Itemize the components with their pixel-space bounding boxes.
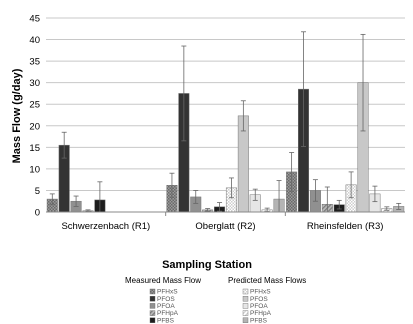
x-tick-labels: Schwerzenbach (R1) Oberglatt (R2) Rheinsfe…: [61, 212, 383, 232]
legend-swatch-predicted-pfhxs: [242, 288, 249, 295]
legend-swatch-predicted-pfoa: [242, 303, 249, 309]
y-tick-label: 45: [29, 14, 40, 25]
x-tick-label: Rheinsfelden (R3): [307, 221, 384, 232]
gridlines: [46, 17, 405, 191]
legend-swatch-measured-pfoa: [149, 303, 156, 309]
legend-swatch-measured-pfhpa: [149, 310, 156, 316]
legend-label-predicted-pfhxs: PFHxS: [250, 289, 271, 296]
legend-label-predicted-pfoa: PFOA: [250, 303, 268, 310]
y-tick-label: 35: [29, 57, 40, 68]
legend-swatch-measured-pfos: [149, 296, 156, 302]
y-tick-label: 15: [29, 143, 40, 154]
y-tick-label: 10: [29, 164, 40, 175]
legend-swatch-predicted-pfbs: [242, 317, 249, 323]
y-tick-label: 20: [29, 121, 40, 132]
y-tick-label: 30: [29, 78, 40, 89]
legend-label-measured-pfos: PFOS: [157, 296, 175, 303]
y-axis-title: Mass Flow (g/day): [11, 68, 23, 163]
legend-swatch-predicted-pfos: [242, 296, 249, 302]
legend-predicted-title: Predicted Mass Flows: [228, 276, 306, 285]
y-tick-labels: 0 5 10 15 20 25 30 35 40 45: [29, 14, 40, 219]
legend-measured-title: Measured Mass Flow: [125, 276, 201, 285]
legend-label-measured-pfoa: PFOA: [157, 303, 175, 310]
x-tick-label: Schwerzenbach (R1): [61, 221, 150, 232]
x-axis-title: Sampling Station: [162, 259, 252, 271]
y-tick-label: 0: [35, 208, 40, 219]
legend-label-predicted-pfos: PFOS: [250, 296, 268, 303]
legend-label-predicted-pfhpa: PFHpA: [250, 310, 272, 317]
legend-label-measured-pfhpa: PFHpA: [157, 310, 179, 317]
y-tick-label: 40: [29, 35, 40, 46]
legend-label-predicted-pfbs: PFBS: [250, 317, 268, 324]
x-tick-label: Oberglatt (R2): [195, 221, 255, 232]
y-tick-label: 5: [35, 186, 40, 197]
legend-swatch-measured-pfhxs: [149, 288, 156, 295]
legend: Measured Mass Flow Predicted Mass Flows …: [125, 276, 306, 324]
legend-label-measured-pfbs: PFBS: [157, 317, 175, 324]
legend-swatch-measured-pfbs: [149, 317, 156, 323]
legend-label-measured-pfhxs: PFHxS: [157, 289, 178, 296]
y-tick-label: 25: [29, 100, 40, 111]
legend-swatch-predicted-pfhpa: [242, 310, 249, 316]
